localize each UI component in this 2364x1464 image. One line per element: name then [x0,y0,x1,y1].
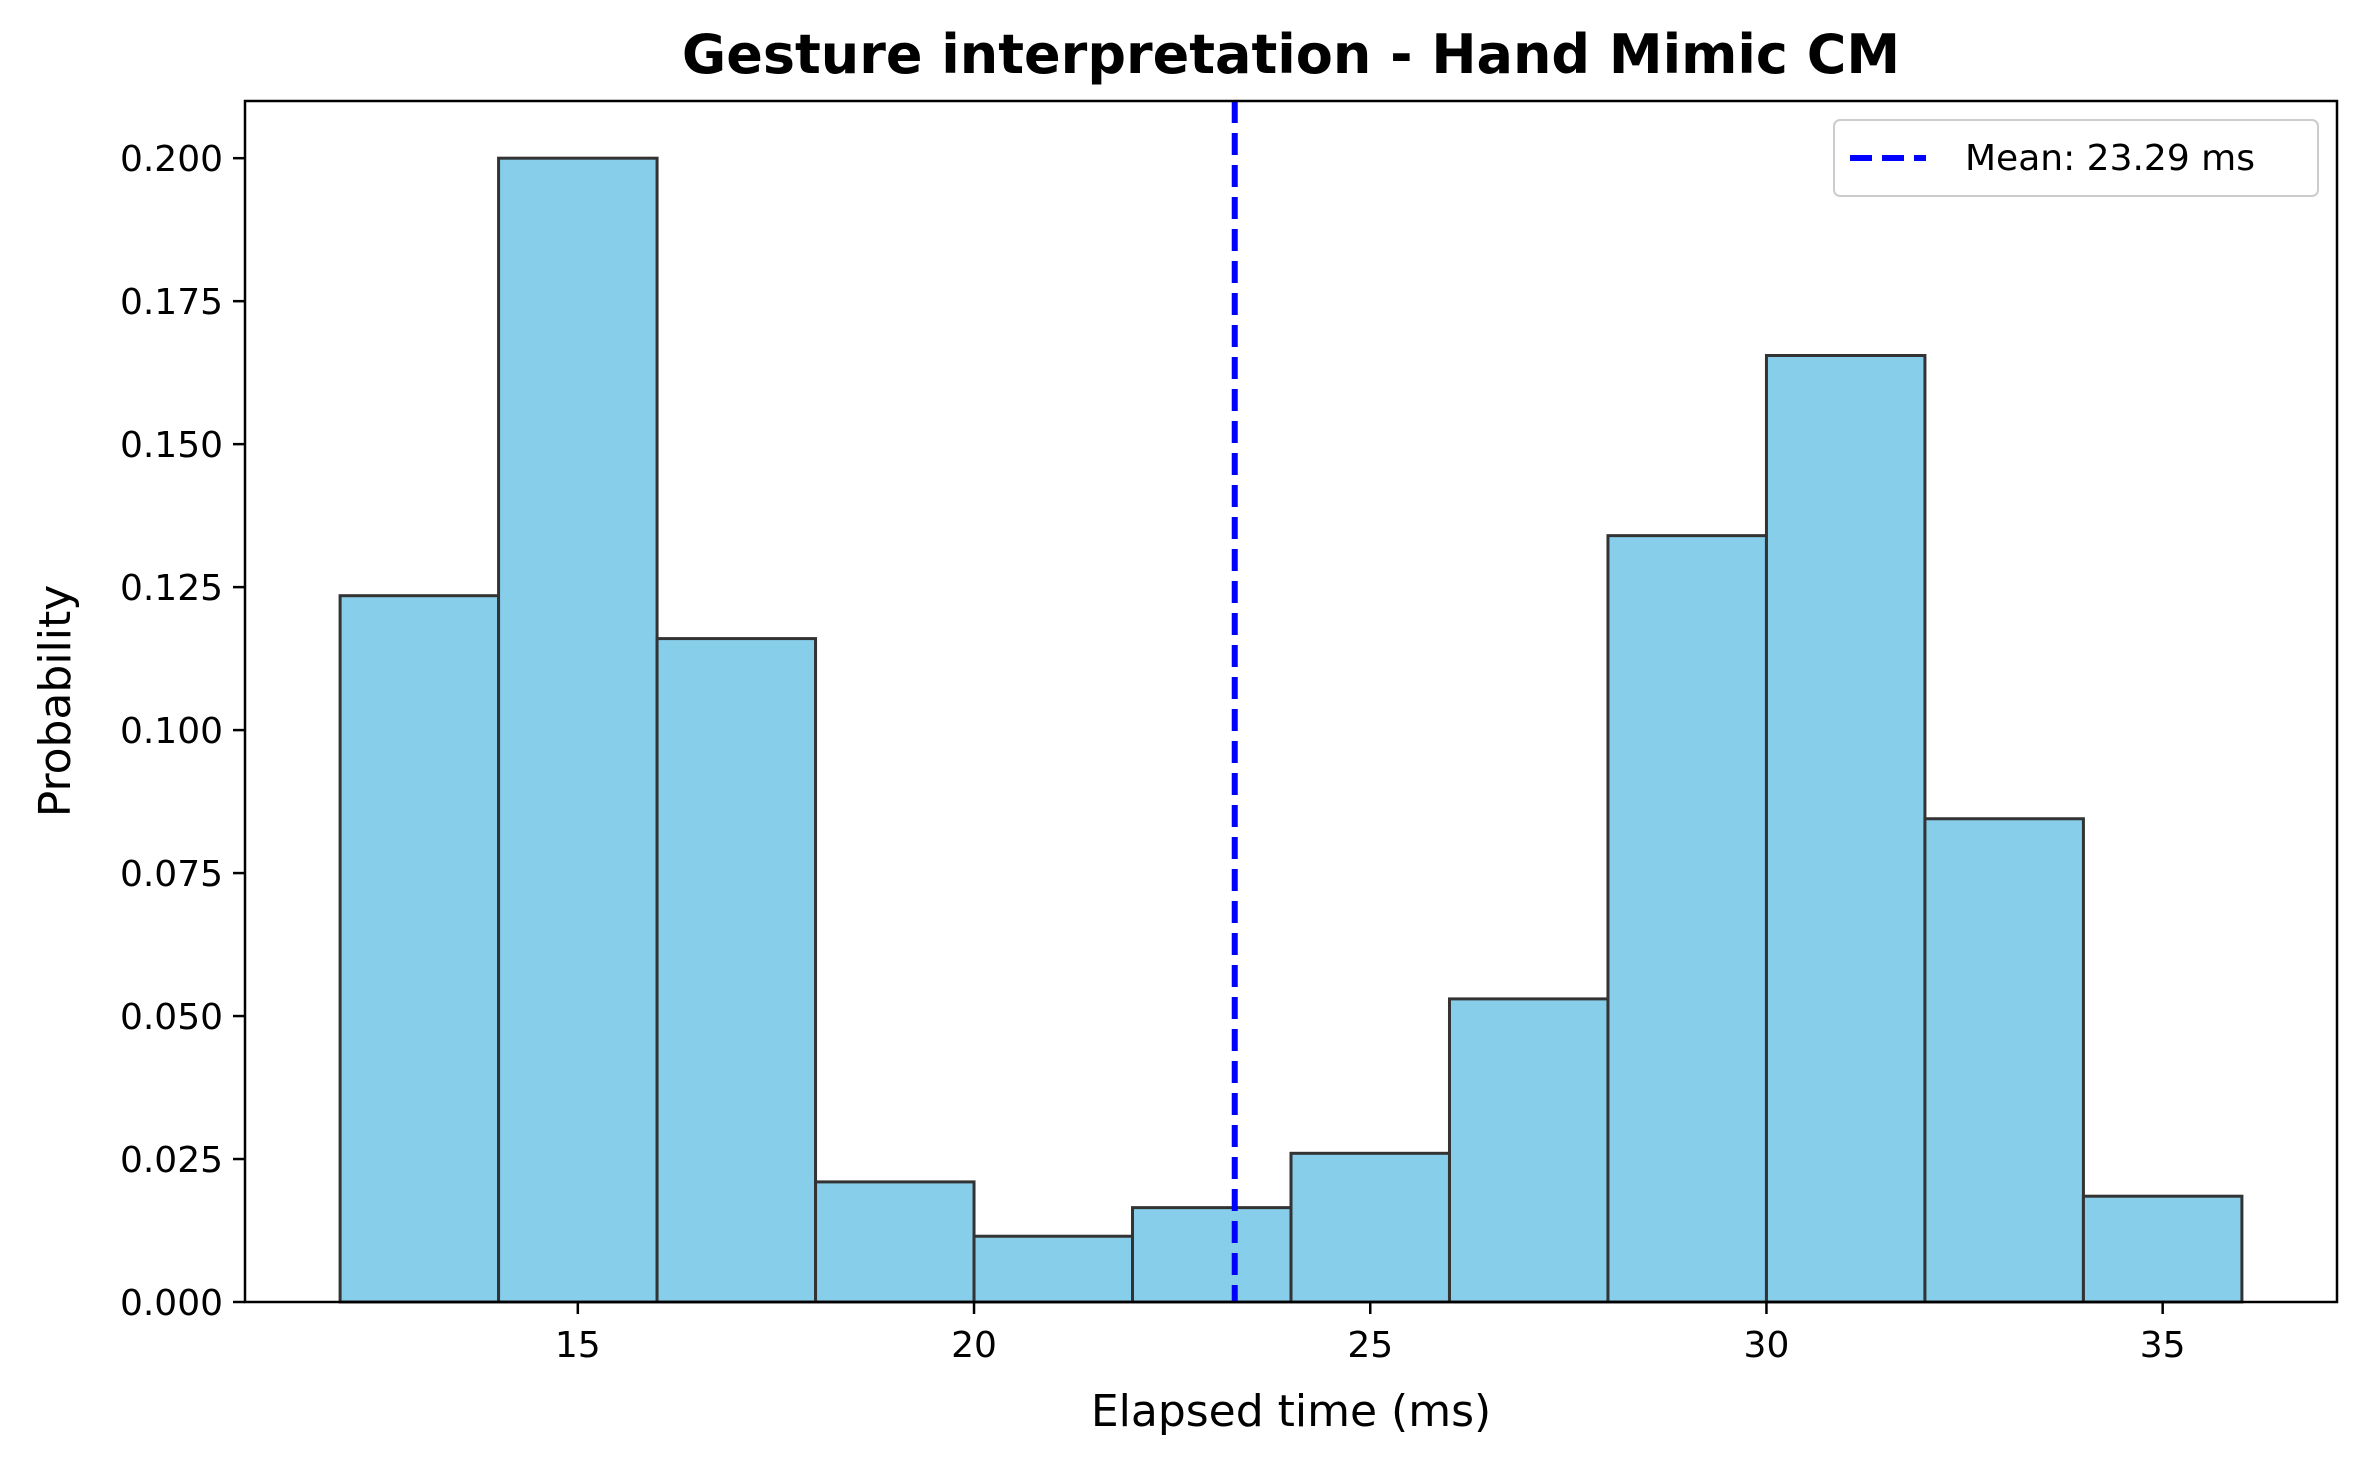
legend: Mean: 23.29 ms [1833,119,2319,197]
plot-frame [243,99,2339,1304]
y-tick-label: 0.025 [120,1140,223,1181]
histogram-bars [338,156,2244,1304]
x-axis-ticks: 15 20 25 30 35 [555,1302,2186,1366]
y-tick-label: 0.175 [120,282,223,323]
histogram-bar [1923,817,2085,1304]
x-axis-label: Elapsed time (ms) [1091,1386,1491,1437]
y-tick-label: 0.050 [120,997,223,1038]
histogram-bar [655,637,818,1304]
y-axis-label: Probability [30,585,81,818]
x-tick-label: 30 [1744,1325,1790,1366]
y-tick-label: 0.100 [120,711,223,752]
y-tick-label: 0.150 [120,425,223,466]
chart-title: Gesture interpretation - Hand Mimic CM [682,23,1900,86]
x-tick-label: 25 [1347,1325,1393,1366]
y-tick-label: 0.000 [120,1283,223,1324]
y-axis-ticks: 0.000 0.025 0.050 0.075 0.100 0.125 0.150 0.175… [120,139,245,1324]
histogram-bar [1131,1206,1293,1304]
histogram-bar [2081,1194,2244,1304]
legend-box [1833,119,2319,197]
y-tick-label: 0.075 [120,854,223,895]
legend-label-mean: Mean: 23.29 ms [1965,138,2255,179]
histogram-bar [814,1180,976,1304]
y-tick-label: 0.200 [120,139,223,180]
histogram-bar [1447,997,1610,1304]
histogram-bar [972,1234,1135,1304]
y-tick-label: 0.125 [120,568,223,609]
histogram-bar [1606,534,1768,1304]
histogram-bar [497,156,659,1304]
histogram-bar [1289,1151,1451,1304]
x-tick-label: 20 [951,1325,997,1366]
histogram-bar [338,594,501,1304]
histogram-bar [1764,353,1927,1304]
x-tick-label: 15 [555,1325,601,1366]
x-tick-label: 35 [2140,1325,2186,1366]
